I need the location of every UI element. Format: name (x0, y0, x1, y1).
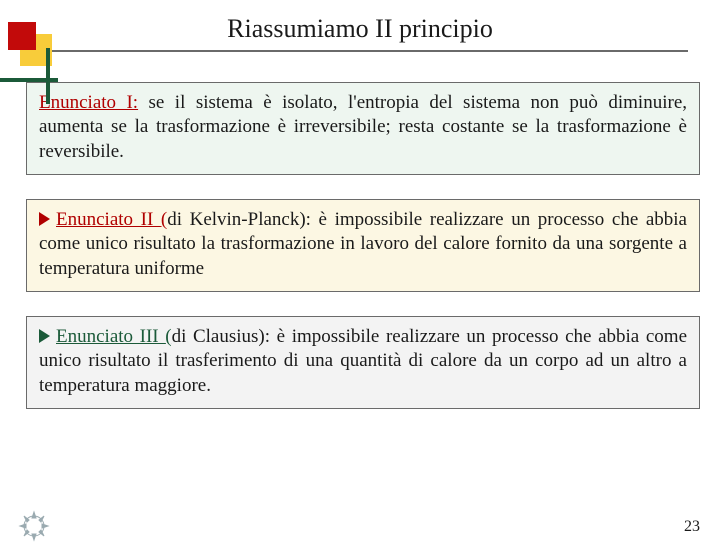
corner-decoration (0, 14, 60, 94)
title-area: Riassumiamo II principio (0, 14, 720, 52)
statement-2-label: Enunciato II (56, 209, 161, 230)
corner-cross-vertical (46, 48, 50, 104)
statement-box-3: Enunciato III (di Clausius): è impossibi… (26, 316, 700, 409)
bullet-triangle-icon (39, 329, 50, 343)
statement-1-label: Enunciato I: (39, 92, 138, 113)
bullet-triangle-icon (39, 212, 50, 226)
statement-box-1: Enunciato I: se il sistema è isolato, l'… (26, 82, 700, 175)
statement-3-label: Enunciato III (56, 326, 165, 347)
statement-2-author: di Kelvin-Planck): (167, 209, 311, 230)
footer-logo-icon (16, 508, 52, 544)
page-title: Riassumiamo II principio (0, 14, 720, 44)
statement-box-2: Enunciato II (di Kelvin-Planck): è impos… (26, 199, 700, 292)
corner-red-square (8, 22, 36, 50)
title-underline (26, 50, 688, 52)
page-number: 23 (684, 518, 700, 536)
statement-3-author: di Clausius): (172, 326, 270, 347)
